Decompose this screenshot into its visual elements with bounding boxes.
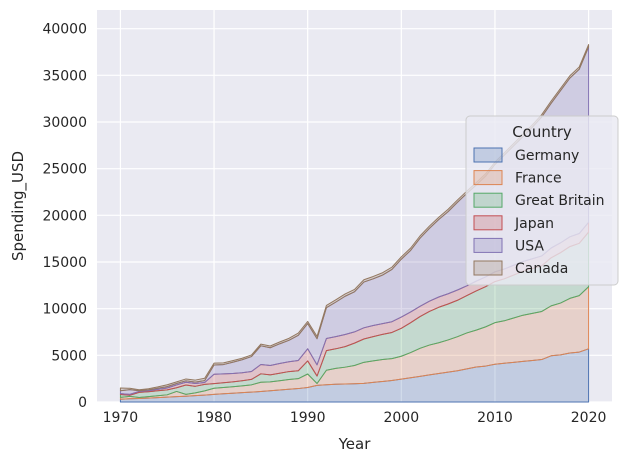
legend-swatch-japan (473, 215, 503, 231)
legend-swatch-usa (473, 237, 503, 253)
legend-swatch-canada (473, 260, 503, 276)
y-tick-label: 10000 (42, 302, 87, 318)
y-tick-label: 25000 (42, 162, 87, 178)
y-tick-labels: 0 5000 10000 15000 20000 25000 30000 35000 40000 (42, 22, 87, 411)
legend-box (465, 115, 619, 286)
y-tick-label: 20000 (42, 208, 87, 224)
legend-swatch-france (473, 170, 503, 186)
legend-label-japan: Japan (514, 216, 554, 232)
legend-swatch-great-britain (473, 192, 503, 208)
x-tick-labels: 1970 1980 1990 2000 2010 2020 (103, 410, 607, 426)
y-tick-label: 15000 (42, 255, 87, 271)
legend-label-great-britain: Great Britain (515, 193, 605, 209)
y-tick-label: 0 (78, 395, 87, 411)
legend-swatch-germany (473, 147, 503, 163)
legend-label-france: France (515, 171, 562, 187)
legend-title: Country (512, 123, 572, 141)
x-axis-title: Year (338, 435, 372, 453)
x-tick-label: 2020 (571, 410, 607, 426)
y-tick-label: 5000 (51, 348, 87, 364)
legend-label-usa: USA (515, 238, 544, 254)
x-tick-label: 2010 (477, 410, 513, 426)
y-tick-label: 35000 (42, 68, 87, 84)
y-axis-title: Spending_USD (9, 151, 28, 261)
legend-items: Germany France Great Britain Japan USA Canada (473, 147, 605, 277)
y-tick-label: 30000 (42, 115, 87, 131)
legend: Country Germany France Great Britain Japan U… (465, 115, 619, 286)
x-tick-label: 1980 (196, 410, 232, 426)
legend-label-germany: Germany (515, 148, 579, 164)
x-tick-label: 2000 (383, 410, 419, 426)
y-tick-label: 40000 (42, 22, 87, 38)
legend-label-canada: Canada (515, 261, 568, 277)
x-tick-label: 1970 (103, 410, 139, 426)
area-canada (119, 44, 590, 392)
x-tick-label: 1990 (290, 410, 326, 426)
